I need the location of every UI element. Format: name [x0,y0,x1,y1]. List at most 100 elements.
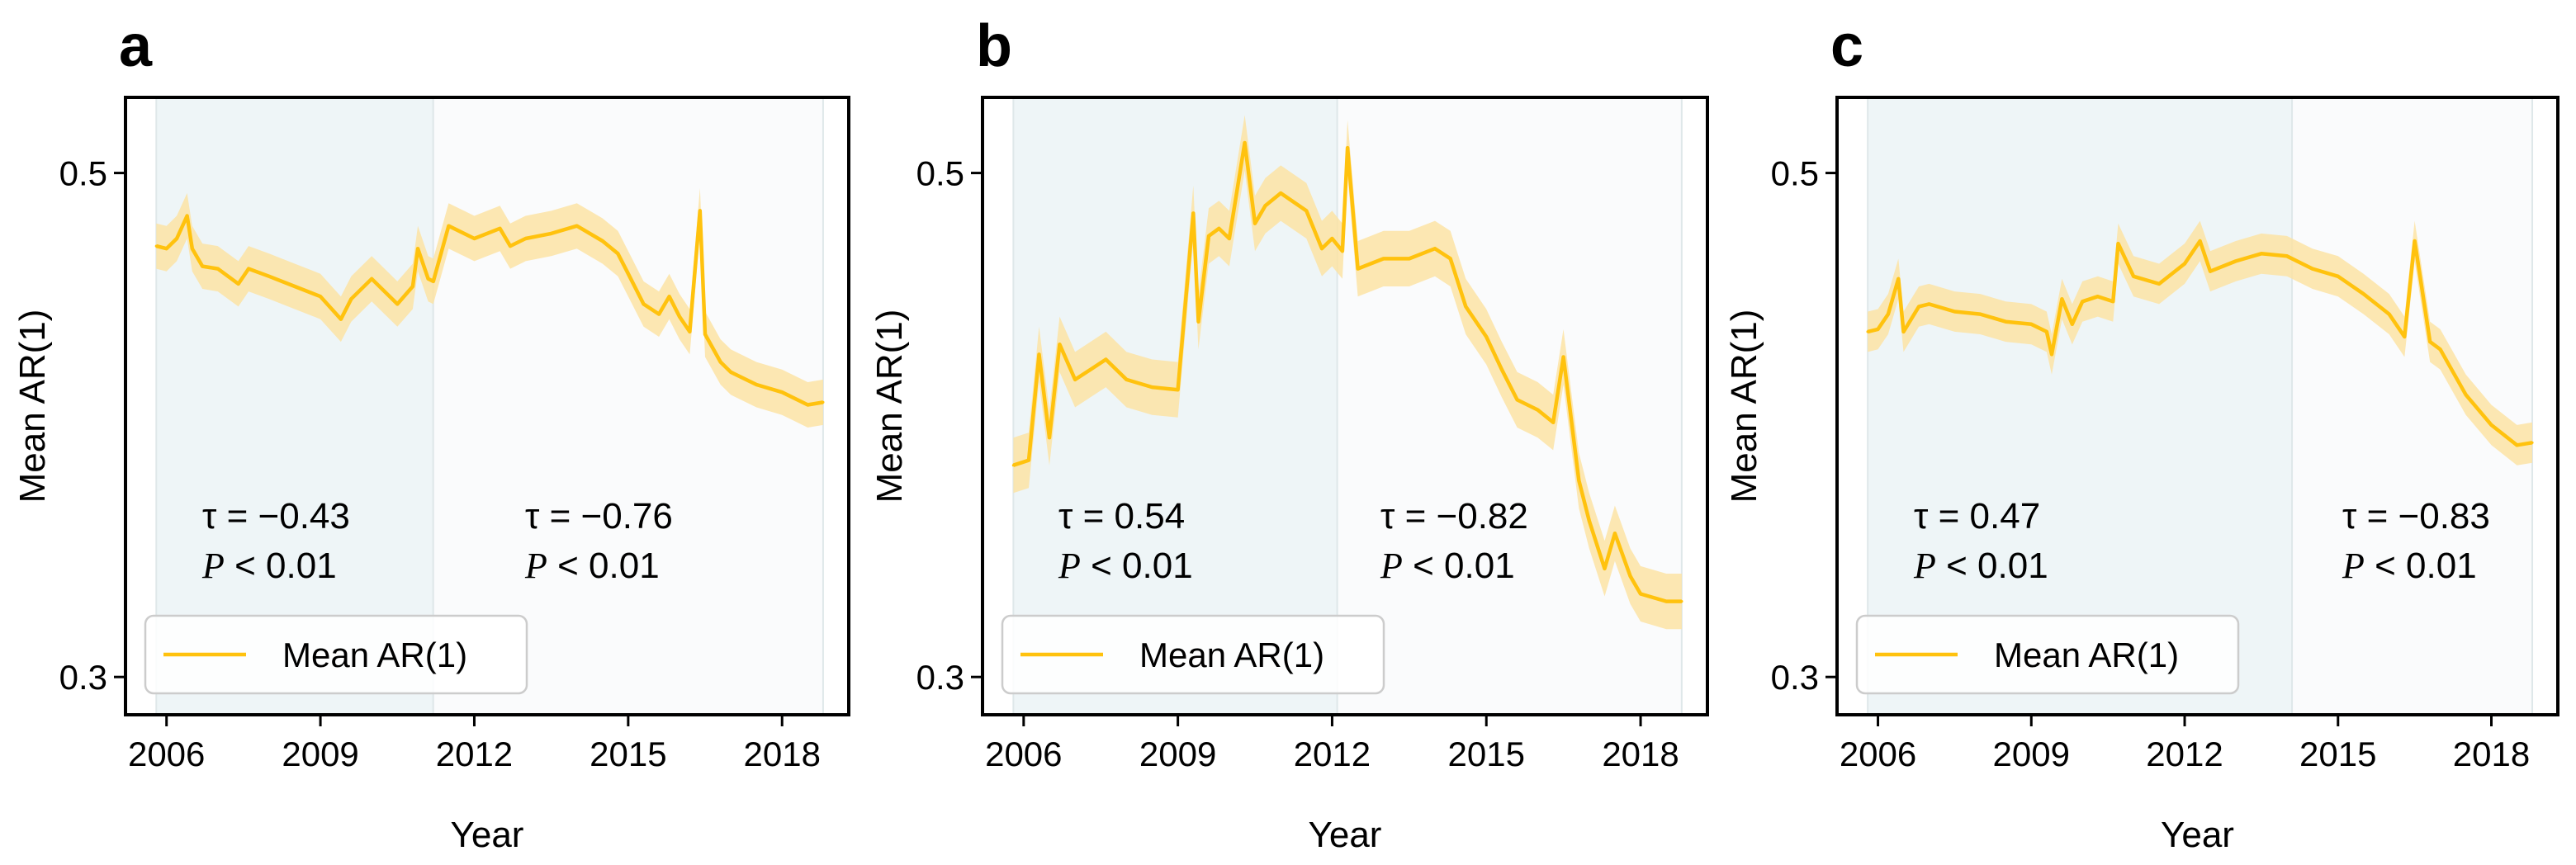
x-tick-label: 2018 [744,735,821,773]
data-point [2111,300,2114,303]
data-point [2465,393,2468,396]
data-point [755,383,758,386]
data-point [1207,234,1210,238]
legend-label: Mean AR(1) [1139,636,1324,674]
p-value-text: P < 0.01 [1913,546,2048,586]
data-point [2515,443,2519,447]
data-point [2428,340,2432,343]
legend-label: Mean AR(1) [1994,636,2179,674]
data-point [1320,247,1324,250]
p-value-symbol: P [2342,546,2365,586]
data-point [2439,347,2442,351]
data-point [154,244,158,248]
data-point [627,272,630,276]
data-point [2234,259,2237,262]
x-axis-label: Year [2161,815,2234,855]
confidence-band [156,187,823,428]
data-point [1408,257,1411,260]
data-point [411,285,414,288]
data-point [472,237,476,240]
data-point [2337,275,2340,278]
x-tick-label: 2009 [1993,735,2070,773]
data-point [1978,313,1982,316]
data-point [1866,330,1869,333]
data-point [1191,211,1195,215]
data-point [1516,398,1519,401]
data-point [698,209,702,212]
p-value-symbol: P [1380,546,1403,586]
x-tick-label: 2006 [985,735,1062,773]
axes-frame [1835,96,2559,716]
data-point [1588,519,1591,522]
data-point [616,252,620,255]
p-value-threshold: < 0.01 [1081,546,1193,586]
data-point [509,244,512,248]
data-point [1150,385,1154,389]
data-point [1664,600,1668,603]
p-value-symbol: P [1058,546,1081,586]
data-point [2413,239,2417,243]
data-point [1603,567,1607,570]
data-point [1341,249,1344,253]
data-point [1500,368,1503,371]
data-point [1464,305,1467,308]
data-point [657,313,661,316]
data-point [349,297,353,300]
p-value-threshold: < 0.01 [547,546,660,586]
data-point [165,247,168,250]
data-point [1253,222,1257,225]
data-point [688,330,692,333]
data-point [2071,323,2074,326]
p-value-symbol: P [1913,546,1936,586]
data-point [780,390,784,394]
data-point [2260,252,2263,255]
data-point [247,267,250,271]
p-value-threshold: < 0.01 [225,546,337,586]
y-tick-label: 0.3 [1771,658,1819,697]
data-point [2029,323,2033,326]
data-point [1639,592,1642,596]
data-point [524,237,528,240]
axes-frame [124,96,850,716]
data-point [642,302,646,305]
data-point [2489,423,2493,427]
panel-letter: a [119,13,153,79]
data-point [1485,335,1488,338]
data-point [1048,436,1051,439]
y-axis-label: Mean AR(1) [12,310,53,503]
y-tick-label: 0.5 [1771,154,1819,193]
data-point [237,282,240,286]
x-tick-label: 2018 [1602,735,1679,773]
data-point [447,225,451,228]
x-tick-label: 2015 [2299,735,2376,773]
data-point [703,333,707,336]
x-axis-label: Year [451,815,524,855]
data-point [2132,275,2135,278]
legend-box [1855,614,2240,695]
data-point [678,315,681,319]
data-point [1037,352,1041,356]
data-point [1058,343,1061,346]
data-point [2362,292,2365,295]
p-value-text: P < 0.01 [524,546,660,586]
data-point [1243,141,1247,144]
data-point [1196,320,1200,324]
legend-label: Mean AR(1) [282,636,467,674]
data-point [1449,257,1452,260]
x-tick-label: 2015 [590,735,666,773]
data-point [1125,378,1128,381]
kendall-tau-text: τ = 0.47 [1914,496,2040,536]
x-tick-label: 2009 [1139,735,1216,773]
p-value-threshold: < 0.01 [1936,546,2048,586]
data-point [1953,310,1956,314]
legend-box [144,614,528,695]
data-point [1927,302,1930,305]
stat-annotation: τ = −0.76 P < 0.01 [524,496,673,586]
data-point [806,403,809,407]
data-point [2050,352,2053,356]
data-point [729,371,732,374]
data-point [1104,357,1107,362]
x-tick-label: 2012 [2146,735,2223,773]
kendall-tau-text: τ = −0.76 [525,496,673,536]
stat-annotation: τ = 0.54 P < 0.01 [1058,496,1193,586]
